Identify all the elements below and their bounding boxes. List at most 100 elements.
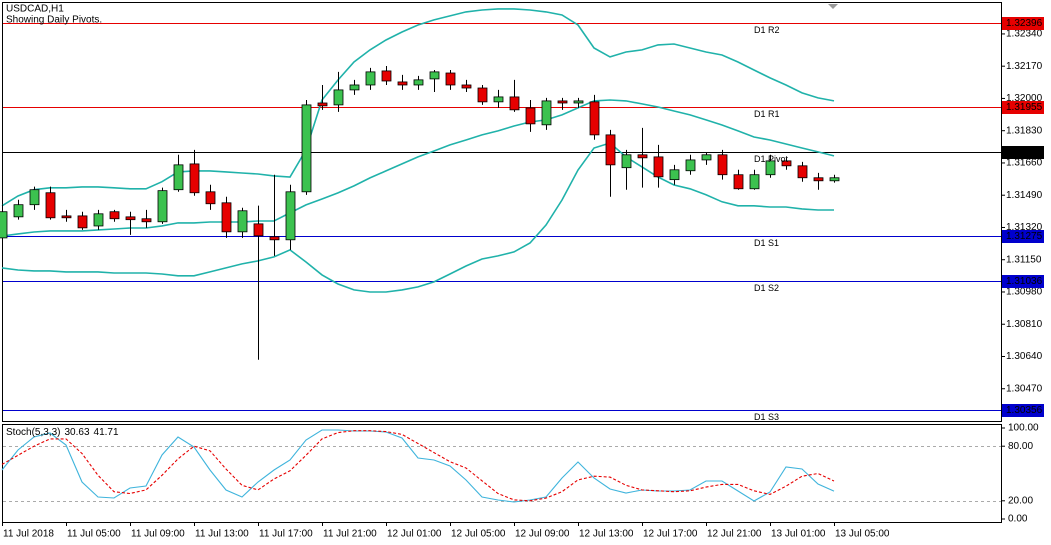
candle-body [413, 79, 424, 86]
candle-body [685, 159, 696, 172]
pivot-price-label: 1.31036 [1006, 276, 1043, 287]
y-tick-label: 1.31830 [1006, 125, 1043, 136]
candle-body [61, 215, 72, 219]
candle-body [525, 107, 536, 125]
candle-body [701, 154, 712, 161]
x-tick-label: 12 Jul 21:00 [707, 529, 762, 540]
labels-layer: D1 R2 1.32396 D1 R1 1.31955 D1 Pivot 1.31716 D… [754, 17, 1044, 422]
x-tick-label: 13 Jul 05:00 [835, 529, 890, 540]
sub-y-tick-label: 0.00 [1008, 514, 1028, 525]
candle-body [173, 164, 184, 191]
candle-body [109, 211, 120, 220]
candle-body [221, 202, 232, 233]
stochastic-line [1, 429, 835, 503]
candle-body [237, 210, 248, 233]
candle-body [509, 96, 520, 111]
pivot-price-label: 1.31275 [1006, 231, 1043, 242]
x-tick-label: 13 Jul 01:00 [771, 529, 826, 540]
marks-layer [0, 8, 840, 503]
y-tick-label: 1.31320 [1006, 222, 1043, 233]
pivot-price-box [1002, 17, 1044, 30]
x-tick-label: 11 Jul 09:00 [131, 529, 185, 540]
candle-body [301, 104, 312, 193]
candle-body [317, 102, 328, 107]
candle-body [605, 134, 616, 166]
main-panel [2, 2, 1002, 422]
pivot-label: D1 S2 [754, 283, 779, 293]
candle-body [253, 223, 264, 237]
pivot-price-box [1002, 404, 1044, 417]
pivot-price-box [1002, 230, 1044, 243]
candle-body [45, 192, 56, 219]
chart-subtitle: Showing Daily Pivots. [6, 15, 102, 26]
pivot-price-label: 1.32396 [1006, 18, 1043, 29]
x-tick-label: 11 Jul 21:00 [323, 529, 377, 540]
indicator-signal-value: 41.71 [94, 427, 119, 438]
x-tick-label: 12 Jul 01:00 [387, 529, 442, 540]
indicator-header: Stoch(5,3,3) 30.63 41.71 [6, 427, 119, 438]
candle-body [557, 100, 568, 104]
candle-body [381, 70, 392, 82]
y-tick-label: 1.30980 [1006, 287, 1043, 298]
background-layer: 1.32340 1.32170 1.32000 1.31830 1.31660 1.314… [2, 23, 1043, 540]
candle-body [621, 154, 632, 169]
pivot-price-box [1002, 146, 1044, 159]
candle-body [189, 163, 200, 194]
candle-body [333, 89, 344, 106]
candle-body [461, 84, 472, 89]
x-tick-label: 12 Jul 05:00 [451, 529, 506, 540]
pivot-label: D1 S3 [754, 412, 779, 422]
sub-y-tick-label: 100.00 [1008, 423, 1039, 434]
candle-body [29, 189, 40, 206]
x-tick-label: 12 Jul 17:00 [643, 529, 698, 540]
y-tick-label: 1.30470 [1006, 383, 1043, 394]
candle-body [589, 101, 600, 136]
y-tick-label: 1.31150 [1006, 254, 1042, 265]
candle-body [749, 174, 760, 190]
x-tick-label: 11 Jul 17:00 [259, 529, 313, 540]
x-tick-label: 12 Jul 09:00 [515, 529, 570, 540]
candle-body [717, 154, 728, 176]
candle-body [573, 100, 584, 104]
candle-body [93, 213, 104, 227]
pivot-price-label: 1.30356 [1006, 405, 1043, 416]
candle-body [733, 174, 744, 190]
candle-body [781, 160, 792, 167]
x-tick-label: 11 Jul 13:00 [195, 529, 249, 540]
candle-body [141, 218, 152, 223]
x-tick-label: 11 Jul 05:00 [67, 529, 121, 540]
candle-body [269, 236, 280, 241]
y-tick-label: 1.31660 [1006, 158, 1043, 169]
stochastic-line [1, 430, 835, 502]
pivot-price-label: 1.31716 [1006, 147, 1043, 158]
y-tick-label: 1.31490 [1006, 190, 1043, 201]
x-tick-label: 12 Jul 13:00 [579, 529, 634, 540]
candle-body [429, 71, 440, 80]
candle-body [13, 204, 24, 218]
candle-body [829, 177, 840, 182]
bollinger-band [1, 8, 835, 207]
candle-body [765, 160, 776, 176]
candle-body [477, 87, 488, 103]
candle-body [637, 154, 648, 159]
sub-panel [2, 424, 1002, 523]
bollinger-band [1, 142, 834, 293]
candle-body [397, 81, 408, 86]
candle-body [445, 72, 456, 86]
candle-body [349, 84, 360, 91]
candle-body [285, 191, 296, 241]
bollinger-band [1, 99, 835, 237]
candle-body [125, 216, 136, 221]
sub-y-tick-label: 20.00 [1008, 495, 1033, 506]
pivot-label: D1 S1 [754, 238, 779, 248]
pivot-label: D1 Pivot [754, 154, 789, 164]
candle-body [493, 96, 504, 103]
candle-body [157, 190, 168, 223]
pivot-price-box [1002, 101, 1044, 114]
pivot-price-box [1002, 275, 1044, 288]
candle-body [205, 191, 216, 205]
indicator-main-value: 30.63 [64, 427, 89, 438]
candle-body [797, 165, 808, 179]
